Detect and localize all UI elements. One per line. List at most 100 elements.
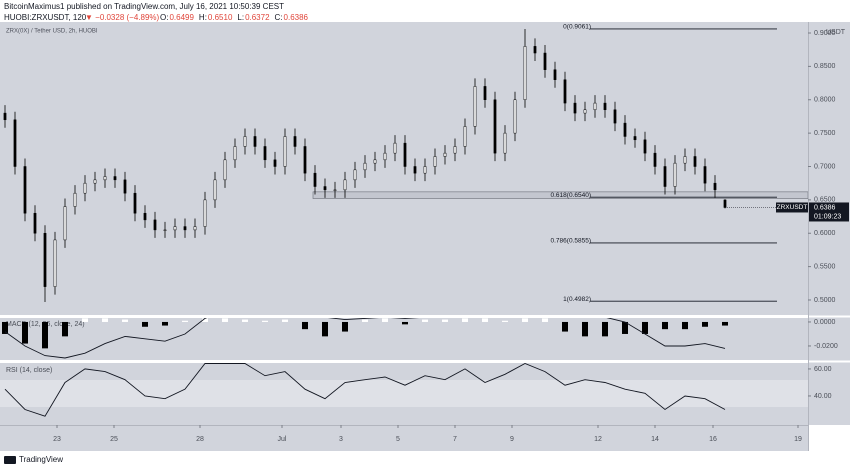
y-tick-label: 0.7500 [814, 130, 836, 137]
candle-body [313, 172, 317, 187]
macd-histogram-bar [282, 319, 288, 322]
macd-histogram-bar [2, 321, 8, 334]
layer: 0(0.9061) 0.618(0.6540) 0.786(0.5855) 1(0.4… [3, 24, 808, 303]
x-tick-label: 23 [53, 436, 61, 443]
candle-body [353, 169, 357, 181]
macd-histogram-bar [702, 321, 708, 327]
macd-histogram-bar [602, 321, 608, 337]
ohlc-value: 0.6386 [284, 13, 309, 22]
candle-body [253, 136, 257, 147]
candle-body [613, 109, 617, 124]
published: BitcoinMaximus1 published on TradingView… [4, 2, 284, 11]
footer-logo: TradingView [4, 455, 63, 464]
macd-histogram-bar [242, 319, 248, 322]
macd-histogram-bar [182, 320, 188, 322]
candle-body [553, 69, 557, 80]
x-tick-label: 19 [794, 436, 802, 443]
candle-body [463, 126, 467, 147]
candle-body [723, 199, 727, 208]
time-axis [0, 425, 808, 451]
candle-body [593, 102, 597, 111]
candle-body [403, 142, 407, 167]
candle-body [233, 146, 237, 161]
macd-histogram-bar [302, 321, 308, 330]
symbol-tag-text: ZRXUSDT [777, 204, 808, 211]
fib-label: 0.786(0.5855) [551, 238, 591, 245]
candle-body [703, 166, 707, 184]
x-tick-label: 16 [709, 436, 717, 443]
candle-body [483, 86, 487, 101]
ohlc-value: 0.6499 [169, 13, 194, 22]
macd-histogram-bar [382, 318, 388, 322]
y-tick-label: 0.5000 [814, 297, 836, 304]
macd-histogram-bar [22, 321, 28, 344]
layer [2, 318, 728, 359]
candle-body [343, 179, 347, 191]
candle-body [523, 46, 527, 101]
y-tick-label: 0.7000 [814, 163, 836, 170]
candle-body [293, 136, 297, 147]
candle-body [383, 152, 387, 161]
macd-histogram-bar [322, 321, 328, 337]
candle-body [113, 176, 117, 181]
candle-body [63, 206, 67, 241]
y-tick-label: 40.00 [814, 393, 832, 400]
candle-body [183, 226, 187, 231]
macd-line [4, 318, 726, 359]
candle-body [283, 136, 287, 167]
macd-histogram-bar [42, 321, 48, 349]
candle-body [643, 139, 647, 154]
candle-body [223, 159, 227, 181]
candle-body [323, 186, 327, 191]
macd-histogram-bar [522, 318, 528, 322]
macd-histogram-bar [82, 318, 88, 322]
macd-histogram-bar [502, 320, 508, 322]
candle-body [263, 146, 267, 161]
ohlc-value: 0.6372 [245, 13, 270, 22]
macd-histogram-bar [162, 321, 168, 326]
y-tick-label: 0.8500 [814, 63, 836, 70]
y-tick-label: 0.6500 [814, 197, 836, 204]
x-tick-label: 12 [594, 436, 602, 443]
candle-body [623, 122, 627, 137]
candle-body [273, 159, 277, 167]
candle-body [653, 152, 657, 167]
main-pane [0, 22, 808, 315]
y-tick-label: 0.5500 [814, 263, 836, 270]
ohlc-label: L: [237, 13, 244, 22]
y-tick-label: 0.8000 [814, 97, 836, 104]
candle-body [453, 146, 457, 154]
rsi-title: RSI (14, close) [6, 367, 52, 374]
macd-pane [0, 318, 808, 360]
chart-title: ZRX(0X) / Tether USD, 2h, HUOBI [6, 29, 98, 35]
currency: USDT [826, 29, 846, 36]
x-tick-label: 25 [110, 436, 118, 443]
price-tag-text: 0.6386 [814, 204, 836, 211]
candle-body [543, 52, 547, 70]
candle-body [663, 166, 667, 187]
candle-body [493, 99, 497, 154]
macd-histogram-bar [722, 321, 728, 326]
macd-histogram-bar [582, 321, 588, 337]
support-zone [312, 191, 808, 199]
y-tick-label: 0.9000 [814, 30, 836, 37]
candle-body [393, 142, 397, 154]
candle-body [333, 189, 337, 191]
ohlc-label: H: [199, 13, 207, 22]
candle-body [3, 112, 7, 121]
x-tick-label: 28 [196, 436, 204, 443]
footer-brand: TradingView [19, 455, 63, 464]
y-tick-label: 60.00 [814, 366, 832, 373]
y-tick-label: 0.0000 [814, 319, 836, 326]
fib-label: 1(0.4982) [563, 296, 591, 303]
candle-body [633, 136, 637, 141]
ohlc-label: C: [275, 13, 283, 22]
candle-body [203, 199, 207, 227]
x-tick-label: 9 [510, 436, 514, 443]
candle-body [363, 162, 367, 171]
change: ▼ −0.0328 (−4.89%) [85, 13, 160, 22]
candle-body [683, 156, 687, 164]
candle-body [173, 226, 177, 231]
macd-histogram-bar [142, 321, 148, 327]
